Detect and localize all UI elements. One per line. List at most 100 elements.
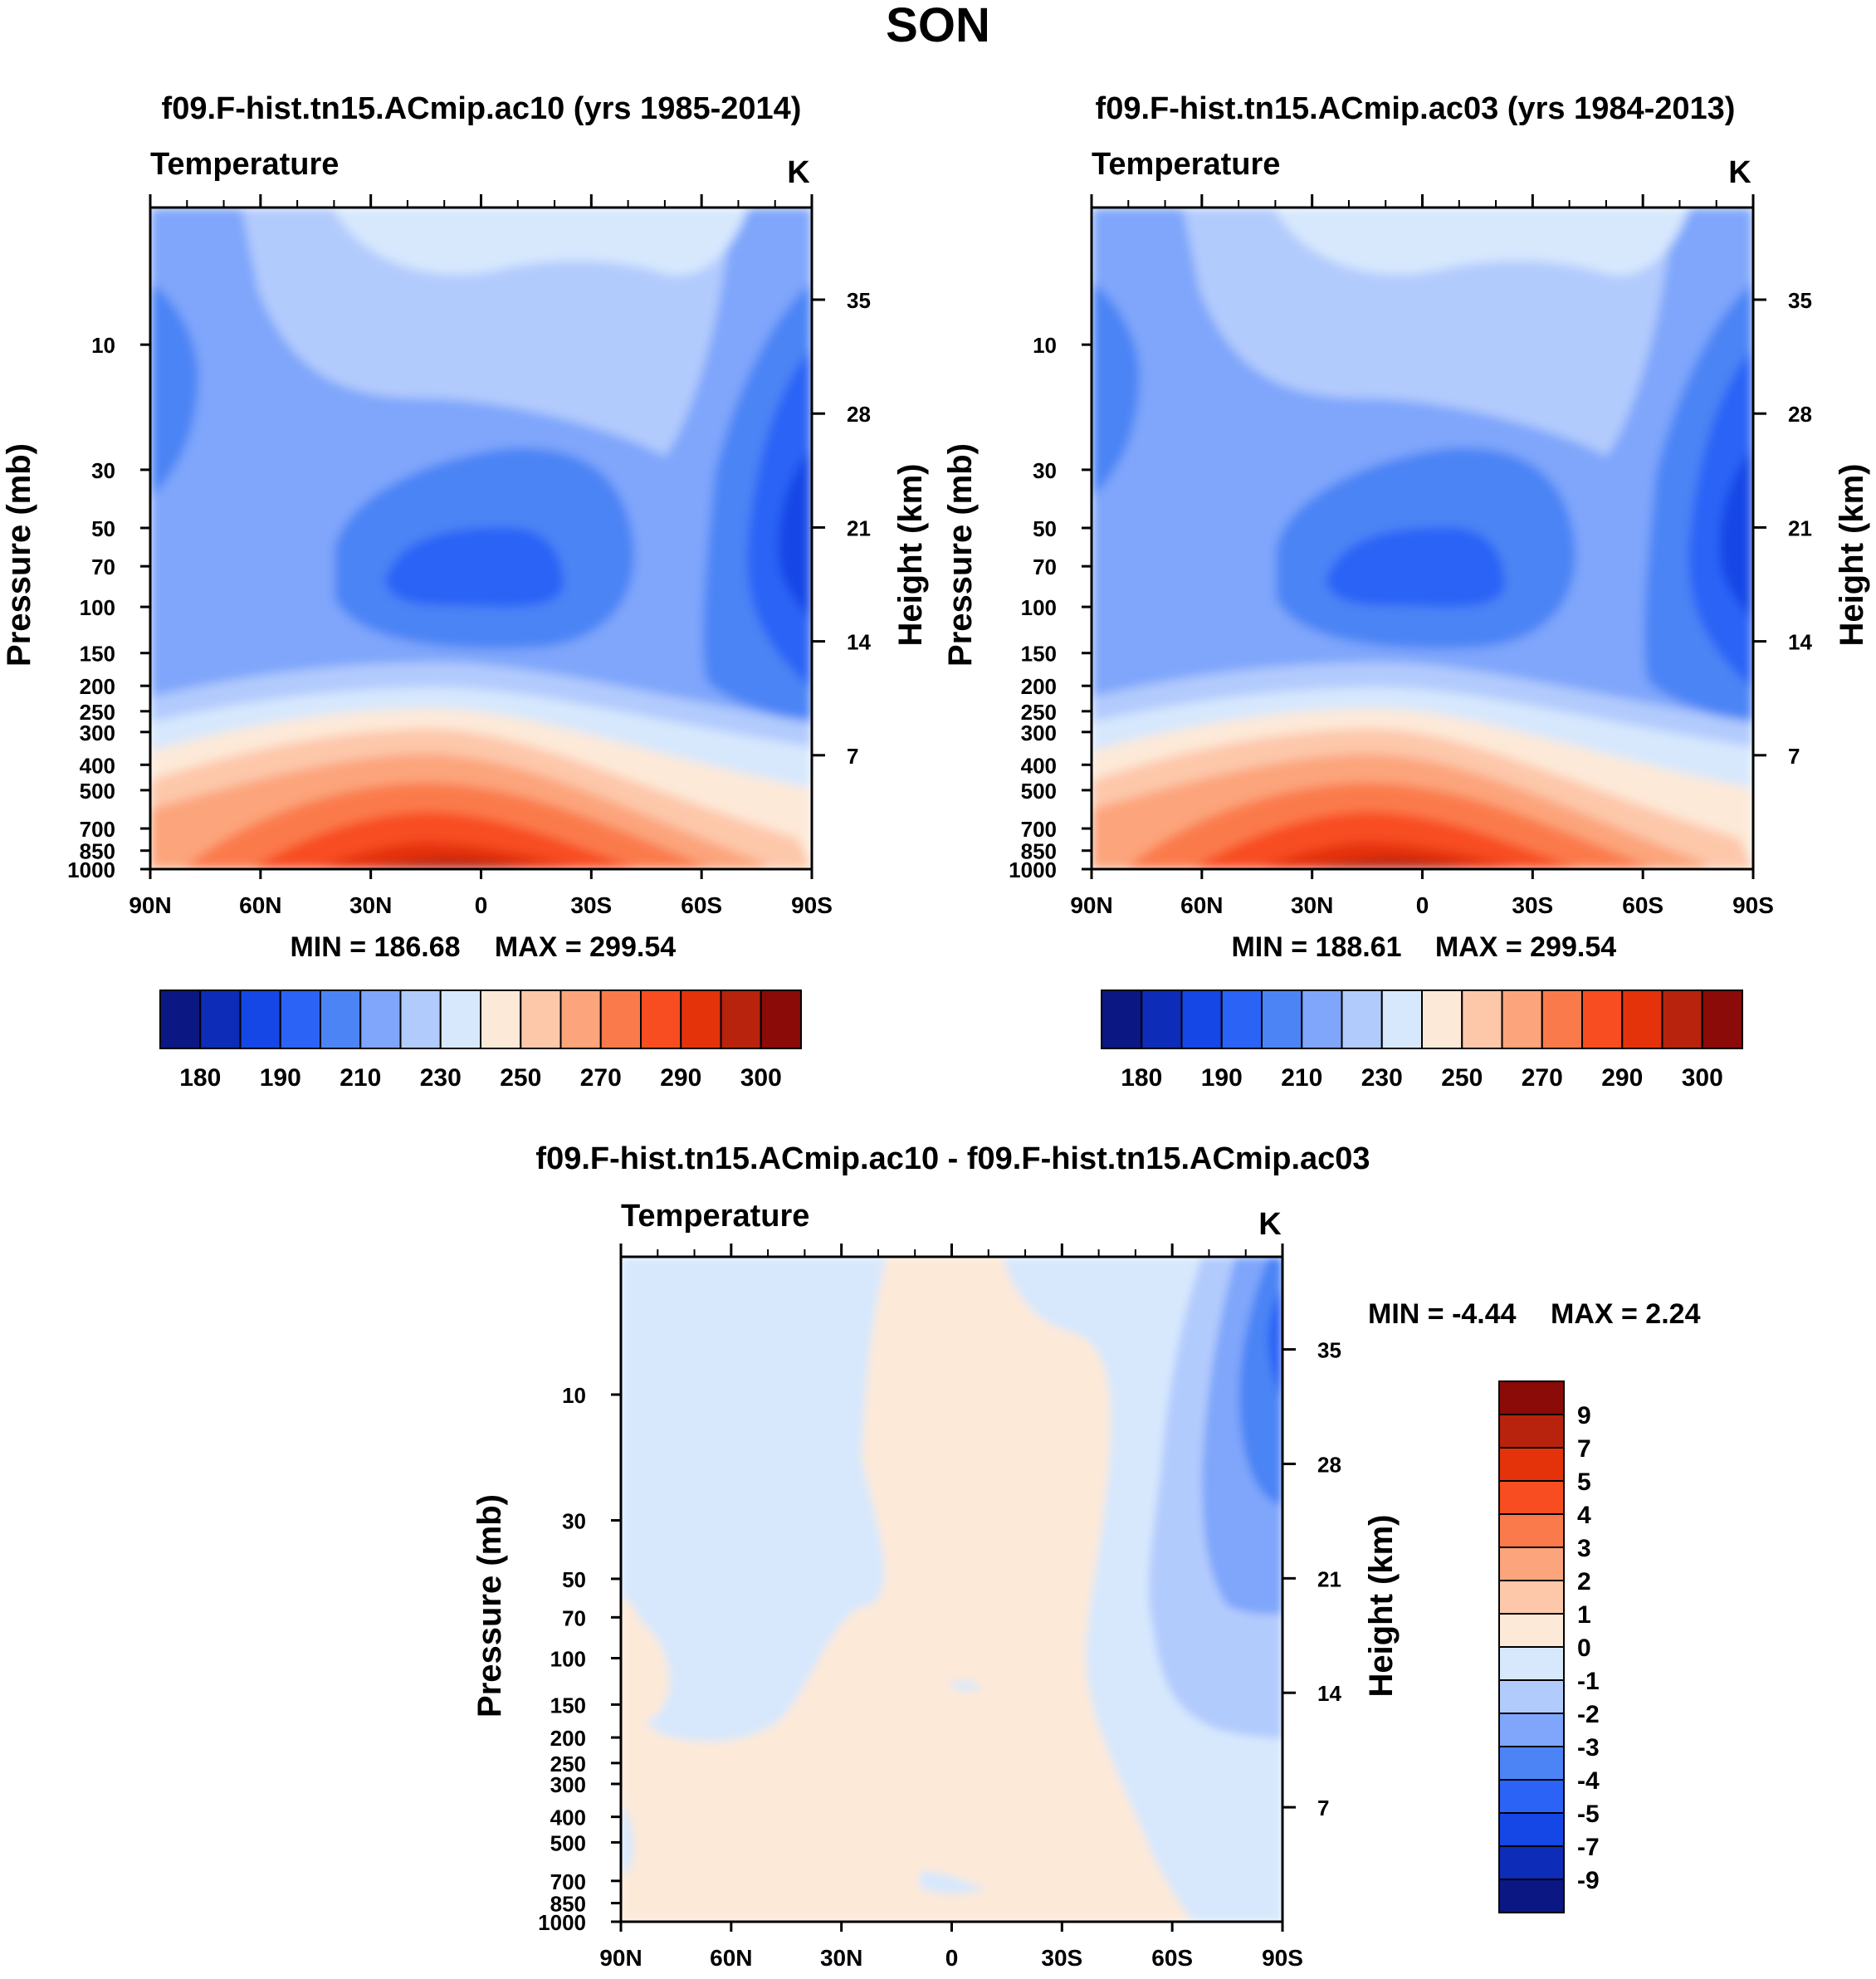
colorbar-box <box>1498 1845 1565 1880</box>
y-tick-label: 500 <box>1021 779 1057 804</box>
min-label: MIN = 188.61 <box>1231 931 1401 963</box>
y-tick-label: 10 <box>1033 333 1057 358</box>
contour-field <box>150 208 812 869</box>
y-right-tick-label: 21 <box>1317 1566 1341 1591</box>
x-tick-label: 30S <box>1041 1945 1082 1971</box>
y-tick-label: 400 <box>80 753 115 778</box>
x-tick-label: 90S <box>791 892 833 918</box>
colorbar-box <box>279 990 321 1049</box>
y-right-tick-label: 35 <box>847 288 871 313</box>
colorbar-label: 180 <box>1121 1064 1162 1092</box>
colorbar-box <box>439 990 481 1049</box>
y-tick-label: 1000 <box>67 858 115 882</box>
y-tick-label: 200 <box>550 1726 586 1751</box>
colorbar-box <box>320 990 362 1049</box>
colorbar-box <box>1498 1646 1565 1681</box>
y-right-tick-label: 7 <box>1788 744 1800 769</box>
variable-label: Temperature <box>621 1199 809 1234</box>
max-label: MAX = 2.24 <box>1551 1298 1701 1330</box>
colorbar-label: 270 <box>580 1064 622 1092</box>
colorbar-box <box>760 990 802 1049</box>
colorbar-label: 270 <box>1522 1064 1563 1092</box>
colorbar-box <box>1380 990 1423 1049</box>
y-tick-label: 100 <box>80 595 115 620</box>
colorbar-box <box>1180 990 1223 1049</box>
colorbar-label: -1 <box>1577 1668 1600 1695</box>
colorbar-box <box>199 990 242 1049</box>
panel-title: f09.F-hist.tn15.ACmip.ac03 (yrs 1984-201… <box>1096 91 1736 126</box>
colorbar-box <box>1461 990 1503 1049</box>
x-tick-label: 30N <box>349 892 392 918</box>
y-right-axis-title: Height (km) <box>1834 464 1870 647</box>
colorbar-label: 4 <box>1577 1502 1591 1529</box>
y-tick-label: 500 <box>80 779 115 804</box>
panel-title: f09.F-hist.tn15.ACmip.ac10 - f09.F-hist.… <box>535 1141 1370 1176</box>
colorbar-box <box>1498 1812 1565 1847</box>
y-tick-label: 250 <box>550 1752 586 1776</box>
colorbar-box <box>1141 990 1183 1049</box>
colorbar-label: 7 <box>1577 1435 1591 1463</box>
colorbar-box <box>1498 1746 1565 1781</box>
y-right-tick-label: 7 <box>847 744 858 769</box>
y-right-axis-title: Height (km) <box>1363 1515 1400 1698</box>
x-tick-label: 60S <box>1151 1945 1193 1971</box>
colorbar-label: 230 <box>420 1064 462 1092</box>
colorbar-label: -5 <box>1577 1801 1600 1828</box>
colorbar-label: -2 <box>1577 1701 1600 1728</box>
variable-label: Temperature <box>1092 147 1280 182</box>
y-tick-label: 700 <box>80 817 115 842</box>
y-right-tick-label: 7 <box>1317 1796 1329 1820</box>
y-tick-label: 400 <box>1021 753 1057 778</box>
colorbar-label: -7 <box>1577 1834 1600 1861</box>
y-right-tick-label: 14 <box>1317 1681 1341 1706</box>
x-tick-label: 60N <box>710 1945 752 1971</box>
colorbar-label: 190 <box>260 1064 301 1092</box>
colorbar-label: 290 <box>660 1064 701 1092</box>
colorbar-box <box>1498 1779 1565 1814</box>
contour-field <box>621 1257 1282 1922</box>
colorbar-box <box>640 990 682 1049</box>
x-tick-label: 0 <box>945 1945 959 1971</box>
colorbar-box <box>1661 990 1703 1049</box>
colorbar-box <box>1498 1613 1565 1648</box>
colorbar-box <box>359 990 402 1049</box>
colorbar-box <box>520 990 562 1049</box>
y-tick-label: 150 <box>1021 642 1057 667</box>
y-tick-label: 700 <box>550 1869 586 1894</box>
colorbar-box <box>1501 990 1543 1049</box>
colorbar-label: 250 <box>500 1064 541 1092</box>
y-right-tick-label: 21 <box>847 516 871 540</box>
colorbar-label: 250 <box>1441 1064 1483 1092</box>
colorbar-label: 9 <box>1577 1402 1591 1429</box>
y-tick-label: 30 <box>562 1508 586 1533</box>
y-tick-label: 100 <box>1021 595 1057 620</box>
y-tick-label: 50 <box>562 1567 586 1592</box>
colorbar-box <box>559 990 602 1049</box>
colorbar-box <box>680 990 722 1049</box>
colorbar-label: 2 <box>1577 1568 1591 1595</box>
colorbar-label: 230 <box>1361 1064 1403 1092</box>
colorbar-box <box>1341 990 1383 1049</box>
colorbar-box <box>1498 1480 1565 1515</box>
y-axis-title: Pressure (mb) <box>942 443 979 667</box>
min-label: MIN = 186.68 <box>290 931 460 963</box>
x-tick-label: 90N <box>599 1945 642 1971</box>
x-tick-label: 0 <box>1416 892 1429 918</box>
x-tick-label: 30S <box>570 892 612 918</box>
colorbar-label: 300 <box>1682 1064 1723 1092</box>
colorbar-box <box>1498 1713 1565 1747</box>
colorbar-label: 190 <box>1201 1064 1243 1092</box>
colorbar-box <box>1621 990 1663 1049</box>
colorbar-label: -3 <box>1577 1734 1600 1762</box>
panel-ac10: f09.F-hist.tn15.ACmip.ac10 (yrs 1985-201… <box>1 91 929 1092</box>
x-tick-label: 90S <box>1262 1945 1303 1971</box>
colorbar-box <box>1498 1513 1565 1548</box>
colorbar-box <box>1498 1580 1565 1615</box>
y-tick-label: 1000 <box>1009 858 1057 882</box>
y-tick-label: 30 <box>1033 458 1057 483</box>
colorbar-box <box>1101 990 1143 1049</box>
x-tick-label: 90N <box>1070 892 1112 918</box>
y-tick-label: 300 <box>550 1772 586 1797</box>
y-tick-label: 300 <box>80 721 115 745</box>
y-right-axis-title: Height (km) <box>892 464 929 647</box>
